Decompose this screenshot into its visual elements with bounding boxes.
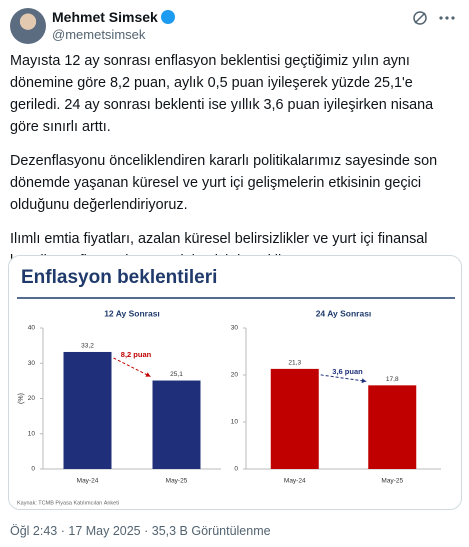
tweet-text: Mayısta 12 ay sonrası enflasyon beklenti… (10, 50, 462, 284)
y-tick-label: 30 (28, 360, 36, 367)
author[interactable]: Mehmet Simsek (52, 9, 175, 25)
value-label: 21,3 (288, 360, 301, 367)
author-handle[interactable]: @memetsimsek (52, 27, 146, 42)
annotation: 8,2 puan (121, 350, 152, 359)
y-tick-label: 30 (231, 325, 239, 332)
value-label: 33,2 (81, 343, 94, 350)
y-tick-label: 20 (28, 395, 36, 402)
y-tick-label: 0 (234, 466, 238, 473)
value-label: 17,8 (386, 376, 399, 383)
paragraph: Dezenflasyonu önceliklendiren kararlı po… (10, 153, 438, 213)
chart-title: 12 Ay Sonrası (104, 308, 160, 318)
image-title: Enflasyon beklentileri (21, 267, 217, 288)
y-tick-label: 40 (28, 325, 36, 332)
annotation-arrow (320, 374, 367, 382)
arrow-head (361, 378, 367, 384)
bar (368, 385, 417, 469)
bar (270, 368, 319, 469)
more-dot[interactable] (439, 16, 443, 20)
tweet-meta: Öğl 2:43 · 17 May 2025 · 35,3 B Görüntül… (10, 524, 271, 538)
more-dot[interactable] (445, 16, 449, 20)
more-dot[interactable] (451, 16, 455, 20)
chart-title: 24 Ay Sonrası (316, 308, 372, 318)
y-tick-label: 0 (31, 466, 35, 473)
author-name[interactable]: Mehmet Simsek (52, 9, 158, 25)
arrow-head (145, 372, 151, 377)
chart-image: Enflasyon beklentileri Kaynak: TCMB Piya… (9, 256, 461, 509)
source-note: Kaynak: TCMB Piyasa Katılımcıları Anketi (17, 500, 119, 506)
bar (152, 380, 201, 469)
tweet-actions (413, 11, 455, 25)
grok-icon-slash (414, 12, 426, 24)
x-tick-label: May-24 (284, 478, 306, 485)
paragraph: Mayısta 12 ay sonrası enflasyon beklenti… (10, 53, 434, 135)
tweet-image[interactable]: Enflasyon beklentileri Kaynak: TCMB Piya… (8, 255, 462, 510)
y-axis-label: (%) (18, 393, 25, 404)
x-tick-label: May-25 (166, 478, 188, 485)
verified-badge (160, 10, 175, 24)
y-tick-label: 10 (231, 419, 239, 426)
y-tick-label: 10 (28, 430, 36, 437)
y-tick-label: 20 (231, 372, 239, 379)
value-label: 25,1 (170, 371, 183, 378)
grok-icon[interactable] (413, 11, 427, 25)
bar (63, 351, 112, 469)
x-tick-label: May-25 (381, 478, 403, 485)
annotation-arrow (113, 357, 151, 377)
annotation: 3,6 puan (332, 367, 363, 376)
avatar[interactable] (10, 8, 46, 44)
x-tick-label: May-24 (77, 478, 99, 485)
